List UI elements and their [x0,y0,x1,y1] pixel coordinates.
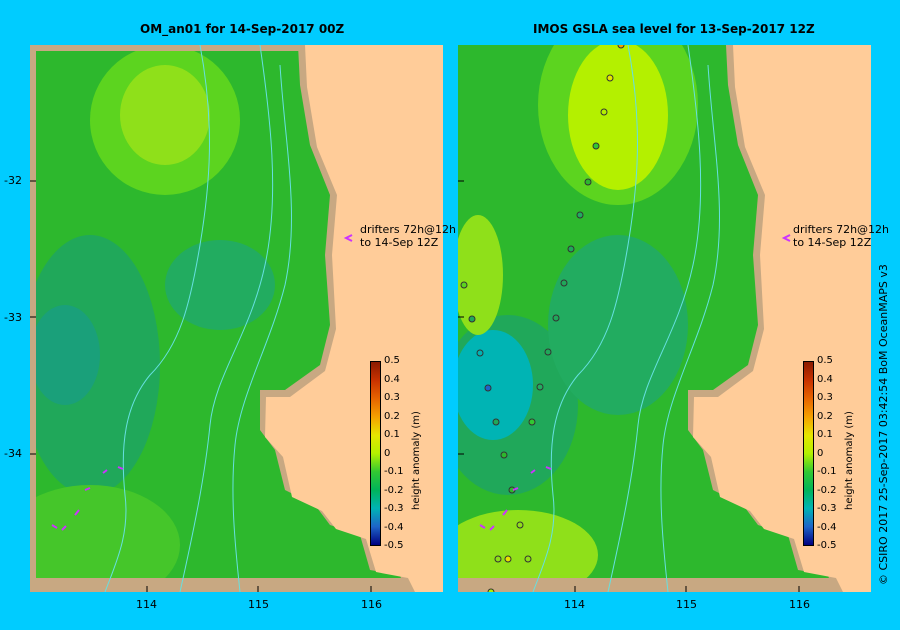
bathymetry-contour [104,45,210,592]
lat-label: -32 [4,174,22,187]
western-australia-land [265,45,443,592]
positive-anomaly-south [458,510,598,592]
colorbar-left [370,361,381,546]
bathymetry-contour [607,45,702,592]
colorbar-tick-label: -0.5 [817,540,837,551]
left-map-panel [30,45,443,592]
colorbar-tick-label: -0.5 [384,540,404,551]
drifter-tracks [479,466,552,531]
colorbar-tick-label: 0.4 [384,373,400,385]
colorbar-tick-label: 0.3 [817,392,833,403]
colorbar-tick-label: 0.1 [384,429,400,440]
positive-anomaly-core [120,65,210,165]
colorbar-left-title: height anomaly (m) [411,411,422,510]
colorbar-tick-label: 0.2 [384,410,400,422]
drifter-tracks [51,466,124,531]
colorbar-tick-label: 0.1 [817,429,833,440]
left-panel-title: OM_an01 for 14-Sep-2017 00Z [140,22,345,36]
colorbar-tick-label: -0.1 [817,466,837,477]
lon-label: 115 [676,598,697,611]
colorbar-tick-label: -0.2 [817,484,837,496]
lon-label: 114 [564,598,585,611]
drifter-legend-arrow [343,234,353,242]
colorbar-tick-label: -0.3 [817,503,837,514]
lon-label: 115 [248,598,269,611]
negative-anomaly-patch [165,240,275,330]
colorbar-tick-label: 0.4 [817,373,833,385]
colorbar-tick-label: 0.2 [817,410,833,422]
colorbar-tick-label: -0.3 [384,503,404,514]
lon-label: 116 [361,598,382,611]
lat-label: -33 [4,311,22,324]
drifter-note-left: drifters 72h@12h to 14-Sep 12Z [360,223,457,249]
bathymetry-contour [232,64,292,592]
lon-label: 116 [789,598,810,611]
colorbar-tick-label: 0 [817,447,824,459]
altimeter-points [460,45,625,592]
colorbar-tick-label: 0.3 [384,392,400,403]
western-australia-land [693,45,871,592]
drifter-note-right: drifters 72h@12h to 14-Sep 12Z [793,223,890,249]
right-map-panel [458,45,871,592]
negative-anomaly-core [458,330,533,440]
bathymetry-contour [660,64,720,592]
colorbar-tick-label: 0.5 [817,355,833,366]
colorbar-tick-label: -0.2 [384,484,404,496]
colorbar-tick-label: -0.4 [817,521,837,533]
colorbar-tick-label: 0 [384,447,391,459]
colorbar-right-title: height anomaly (m) [844,411,855,510]
colorbar-tick-label: -0.1 [384,466,404,477]
positive-anomaly-west [458,215,503,335]
colorbar-right [803,361,814,546]
positive-anomaly-core [568,45,668,190]
copyright-text: © CSIRO 2017 25-Sep-2017 03:42:54 BoM Oc… [877,264,890,585]
bathymetry-contour [532,45,638,592]
drifter-legend-arrow [781,234,791,242]
colorbar-tick-label: -0.4 [384,521,404,533]
colorbar-tick-label: 0.5 [384,355,400,366]
left-map-svg [30,45,443,592]
lon-label: 114 [136,598,157,611]
positive-anomaly-south [30,485,180,592]
bathymetry-contour [179,45,274,592]
negative-anomaly-core [30,305,100,405]
right-panel-title: IMOS GSLA sea level for 13-Sep-2017 12Z [533,22,815,36]
right-map-svg [458,45,871,592]
lat-label: -34 [4,447,22,460]
